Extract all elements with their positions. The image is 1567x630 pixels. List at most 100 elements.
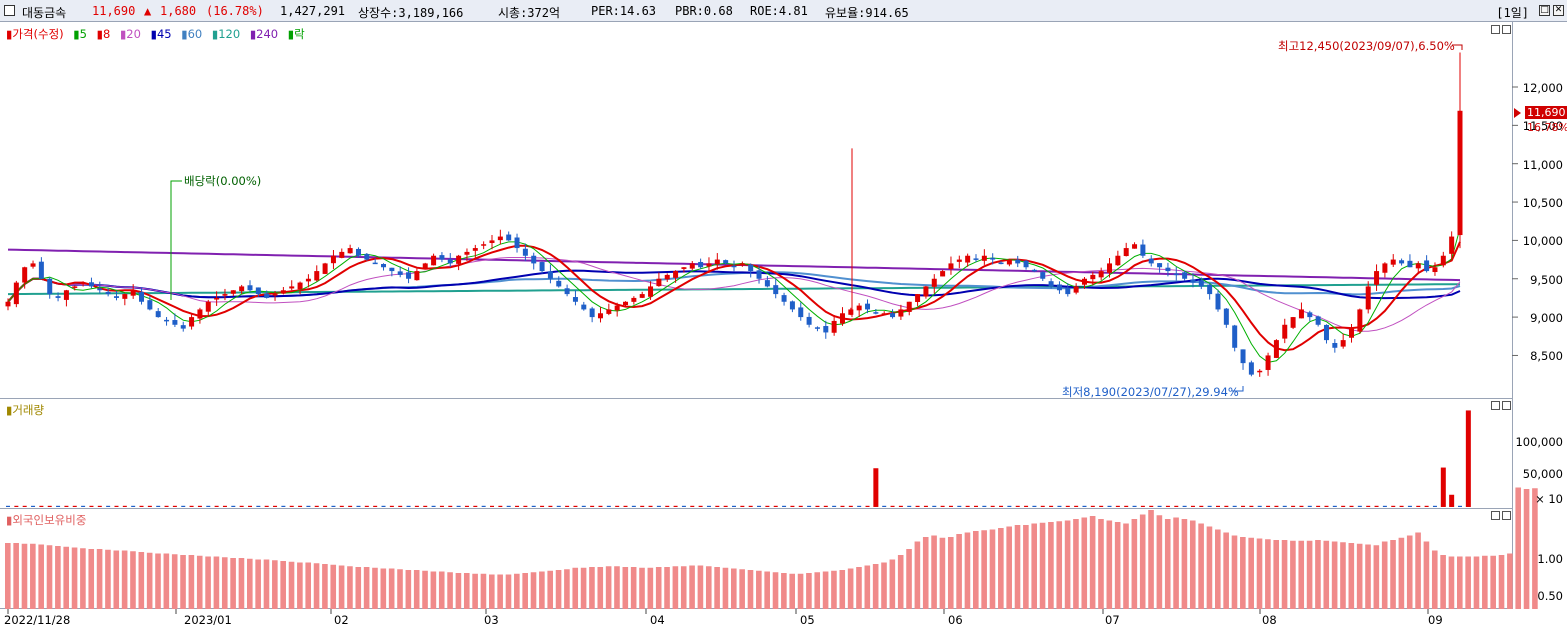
foreign-panel-min-icon[interactable] [1491,511,1500,520]
volume-bar [1199,505,1204,507]
candle-body [1031,269,1037,272]
candle-body [1315,316,1321,325]
stock-name[interactable]: 대동금속 [22,6,67,20]
foreign-ratio-bar [522,573,528,609]
volume-bar [206,505,211,507]
volume-bar [214,505,219,507]
volume-bar [732,505,736,507]
close-icon[interactable]: ✕ [1553,5,1564,16]
price-tick: 12,000 [1522,81,1563,95]
maximize-icon[interactable]: □ [1539,5,1550,16]
foreign-ratio-bar [1048,522,1054,609]
foreign-ratio-bar [1523,489,1530,609]
volume-bar [31,505,36,507]
legend-ma240: ▮240 [249,27,279,41]
volume-bar [1132,505,1137,507]
foreign-ratio-bar [1373,545,1380,609]
current-pct-tag: 16.78% [1527,121,1567,134]
candle-body [214,297,220,300]
candle-body [355,248,361,256]
volume-bar [1407,505,1412,507]
candle-body [88,282,94,287]
candle-body [547,271,553,279]
foreign-ratio-bar [146,552,153,609]
volume-bar [531,505,536,507]
volume-panel-min-icon[interactable] [1491,401,1500,410]
reserve-ratio: 유보율:914.65 [825,6,909,20]
foreign-ratio-bar [430,571,437,609]
foreign-ratio-bar [1290,540,1296,609]
foreign-ratio-bar [230,558,236,609]
foreign-ratio-bar [922,537,929,609]
volume-bar [6,505,10,507]
volume-spike-bar [873,468,879,507]
candle-body [289,286,295,289]
candle-body [130,290,136,296]
candle-body [1440,255,1446,266]
candle-body [906,301,912,312]
x-label: 03 [484,613,499,627]
foreign-ratio-bar [1023,525,1029,609]
volume-bar [64,505,69,507]
candle-body [431,255,437,266]
foreign-ratio-bar [1298,540,1305,609]
price-panel[interactable] [0,22,1512,399]
volume-bar [606,505,611,507]
price-panel-close-icon[interactable] [1502,25,1511,34]
volume-bar [506,505,511,507]
low-annotation: 최저8,190(2023/07/27),29.94% [1062,385,1239,399]
candle-body [1190,279,1196,283]
volume-bar [389,505,394,507]
volume-bar [97,505,102,507]
period-selector[interactable]: [1일] [1496,6,1529,20]
volume-bar [239,505,244,507]
foreign-ratio-bar [956,534,962,609]
volume-panel[interactable] [0,399,1512,509]
foreign-ratio-bar [1131,519,1138,609]
volume-bar [948,505,953,507]
select-checkbox[interactable] [4,5,15,16]
volume-panel-close-icon[interactable] [1502,401,1511,410]
foreign-ratio-bar [605,566,612,609]
foreign-ratio-bar [981,530,987,609]
candle-body [47,278,53,295]
foreign-ratio-bar [597,567,604,609]
foreign-ratio-bar [96,549,103,609]
candle-body [731,265,737,268]
price-panel-min-icon[interactable] [1491,25,1500,34]
candle-body [1048,281,1054,287]
foreign-ratio-bar [897,555,904,609]
candle-body [1006,259,1012,265]
price-change-pct: (16.78%) [206,4,264,18]
foreign-ratio-bar [247,558,253,609]
foreign-ratio-bar [1189,520,1196,609]
foreign-ratio-bar [1031,523,1038,609]
volume-bar [1341,505,1346,507]
volume-bar [656,505,661,507]
foreign-ratio-bar [931,535,937,609]
volume-bar [498,505,503,507]
volume-bar [298,505,303,507]
candle-body [1173,273,1179,276]
candle-body [648,286,654,297]
foreign-ratio-bar [1215,529,1221,609]
volume-bar [748,505,753,507]
foreign-panel-close-icon[interactable] [1502,511,1511,520]
volume-bar [1007,505,1012,507]
foreign-ratio-panel[interactable] [0,509,1512,609]
price-tick: 10,500 [1522,196,1563,210]
candle-body [881,313,887,315]
candle-body [1198,280,1204,287]
candle-body [764,280,770,287]
volume-bar [164,505,169,507]
foreign-ratio-bar [1507,553,1513,609]
volume-bar [765,505,770,507]
volume-bar [598,505,603,507]
candle-body [823,326,829,333]
candle-body [1065,287,1071,295]
foreign-ratio-bar [1056,521,1063,609]
volume-bar [1274,505,1279,507]
candle-body [105,291,111,295]
candle-body [931,278,937,287]
candle-body [364,253,370,260]
